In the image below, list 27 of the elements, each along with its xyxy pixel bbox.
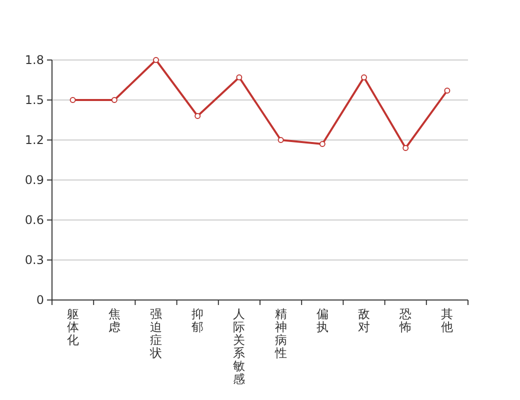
y-tick-label: 0 bbox=[36, 293, 44, 307]
point bbox=[319, 141, 326, 147]
x-tick-label: 恐怖 bbox=[398, 307, 412, 334]
x-tick-label: 焦虑 bbox=[108, 307, 120, 334]
point bbox=[361, 74, 367, 80]
x-tick-label: 偏执 bbox=[316, 307, 328, 334]
point bbox=[70, 97, 76, 103]
y-tick-label: 0.3 bbox=[24, 253, 44, 267]
y-tick-label: 0.9 bbox=[24, 173, 44, 187]
x-tick-label: 人际关系敏感 bbox=[233, 307, 246, 386]
x-tick-label: 强迫症状 bbox=[149, 307, 162, 360]
point bbox=[194, 113, 201, 119]
x-tick-label: 敌对 bbox=[358, 307, 370, 334]
y-tick-label: 0.6 bbox=[24, 213, 44, 227]
y-tick-label: 1.8 bbox=[24, 53, 44, 67]
x-tick-label: 躯体化 bbox=[66, 307, 79, 347]
y-tick-label: 1.5 bbox=[24, 93, 44, 107]
point bbox=[278, 137, 284, 143]
x-tick-label: 抑郁 bbox=[192, 307, 204, 334]
point bbox=[402, 145, 409, 151]
point bbox=[236, 74, 242, 80]
x-tick-label: 精神病性 bbox=[274, 307, 287, 360]
point bbox=[111, 97, 118, 103]
y-tick-label: 1.2 bbox=[24, 133, 44, 147]
x-tick-label: 其他 bbox=[441, 307, 454, 334]
point bbox=[444, 88, 450, 94]
point bbox=[153, 57, 159, 63]
